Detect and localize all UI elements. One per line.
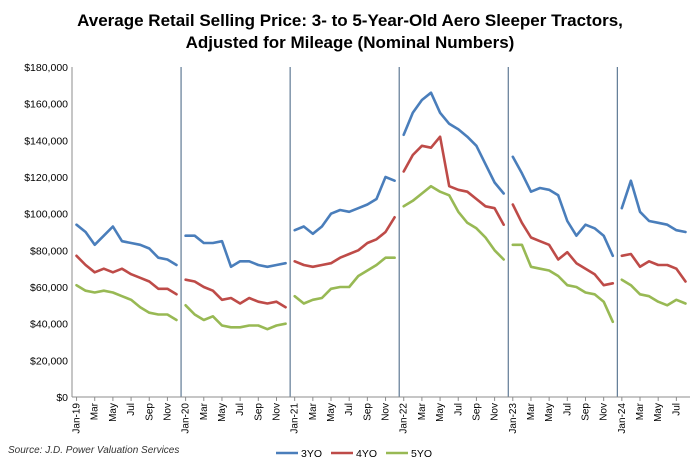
x-tick-label: Nov xyxy=(381,403,392,421)
x-tick-label: May xyxy=(435,403,446,422)
chart-title-line-1: Average Retail Selling Price: 3- to 5-Ye… xyxy=(77,11,623,30)
y-axis-tick-labels: $0 $20,000 $40,000 $60,000 $80,000 $100,000 $1… xyxy=(24,62,68,404)
x-tick-label: Jul xyxy=(126,403,137,416)
series-line-5yo xyxy=(293,256,396,305)
x-tick-label: May xyxy=(544,403,555,422)
series-line-4yo xyxy=(184,278,287,309)
series-line-4yo xyxy=(75,254,178,296)
y-tick-label: $120,000 xyxy=(24,172,68,184)
x-tick-label: Sep xyxy=(580,403,591,421)
x-tick-label: Jul xyxy=(671,403,682,416)
legend-label-5yo: 5YO xyxy=(411,448,432,460)
x-tick-label: Nov xyxy=(599,403,610,421)
series-line-3yo xyxy=(511,155,615,258)
x-tick-label: May xyxy=(108,403,119,422)
x-tick-label: Jan-21 xyxy=(290,403,301,434)
x-tick-label: Mar xyxy=(199,402,210,420)
series-line-3yo xyxy=(293,175,396,236)
x-tick-label: Sep xyxy=(471,403,482,421)
y-tick-label: $180,000 xyxy=(24,62,68,74)
series-line-4yo xyxy=(620,252,687,283)
x-tick-label: Nov xyxy=(490,403,501,421)
y-tick-label: $140,000 xyxy=(24,135,68,147)
y-tick-label: $100,000 xyxy=(24,209,68,221)
source-note: Source: J.D. Power Valuation Services xyxy=(8,445,180,456)
series-line-4yo xyxy=(511,203,615,287)
legend-label-4yo: 4YO xyxy=(356,448,377,460)
chart-title-line-2: Adjusted for Mileage (Nominal Numbers) xyxy=(185,33,515,52)
axes xyxy=(71,67,690,398)
x-tick-label: Sep xyxy=(253,403,264,421)
legend: 3YO 4YO 5YO xyxy=(276,448,432,460)
series-line-5yo xyxy=(75,283,178,322)
x-tick-label: Mar xyxy=(90,402,101,420)
x-tick-label: May xyxy=(217,403,228,422)
y-tick-label: $80,000 xyxy=(30,245,68,257)
x-tick-label: Nov xyxy=(162,403,173,421)
x-tick-label: Jul xyxy=(344,403,355,416)
series-line-5yo xyxy=(184,304,287,331)
series-line-3yo xyxy=(402,91,505,195)
y-tick-label: $160,000 xyxy=(24,99,68,111)
x-tick-label: Mar xyxy=(417,402,428,420)
x-tick-label: May xyxy=(653,403,664,422)
y-tick-label: $20,000 xyxy=(30,355,68,367)
series-lines xyxy=(75,91,687,331)
x-tick-label: Jul xyxy=(562,403,573,416)
x-tick-label: Jan-20 xyxy=(181,403,192,434)
y-tick-label: $40,000 xyxy=(30,319,68,331)
series-line-5yo xyxy=(402,184,505,261)
series-line-3yo xyxy=(75,223,178,267)
legend-label-3yo: 3YO xyxy=(301,448,322,460)
x-tick-label: Sep xyxy=(362,403,373,421)
chart-title: Average Retail Selling Price: 3- to 5-Ye… xyxy=(0,10,700,54)
x-tick-label: May xyxy=(326,403,337,422)
y-tick-label: $0 xyxy=(56,392,68,404)
x-tick-label: Jul xyxy=(235,403,246,416)
x-tick-label: Jan-23 xyxy=(508,403,519,434)
year-separators xyxy=(180,67,618,397)
y-tick-label: $60,000 xyxy=(30,282,68,294)
x-tick-label: Mar xyxy=(308,402,319,420)
series-line-4yo xyxy=(293,216,396,269)
series-line-5yo xyxy=(620,278,687,307)
x-tick-label: Jan-24 xyxy=(617,403,628,434)
x-tick-label: Jan-19 xyxy=(72,403,83,434)
series-line-5yo xyxy=(511,243,615,324)
x-tick-label: Nov xyxy=(271,403,282,421)
series-line-4yo xyxy=(402,135,505,226)
x-tick-label: Sep xyxy=(144,403,155,421)
x-tick-label: Mar xyxy=(635,402,646,420)
series-line-3yo xyxy=(620,179,687,234)
x-tick-label: Jan-22 xyxy=(399,403,410,434)
series-line-3yo xyxy=(184,234,287,269)
x-tick-label: Mar xyxy=(526,402,537,420)
x-tick-label: Jul xyxy=(453,403,464,416)
x-axis-tick-labels: Jan-19 Mar May Jul Sep Nov Jan-20 Mar May Jul Sep N… xyxy=(72,397,682,434)
